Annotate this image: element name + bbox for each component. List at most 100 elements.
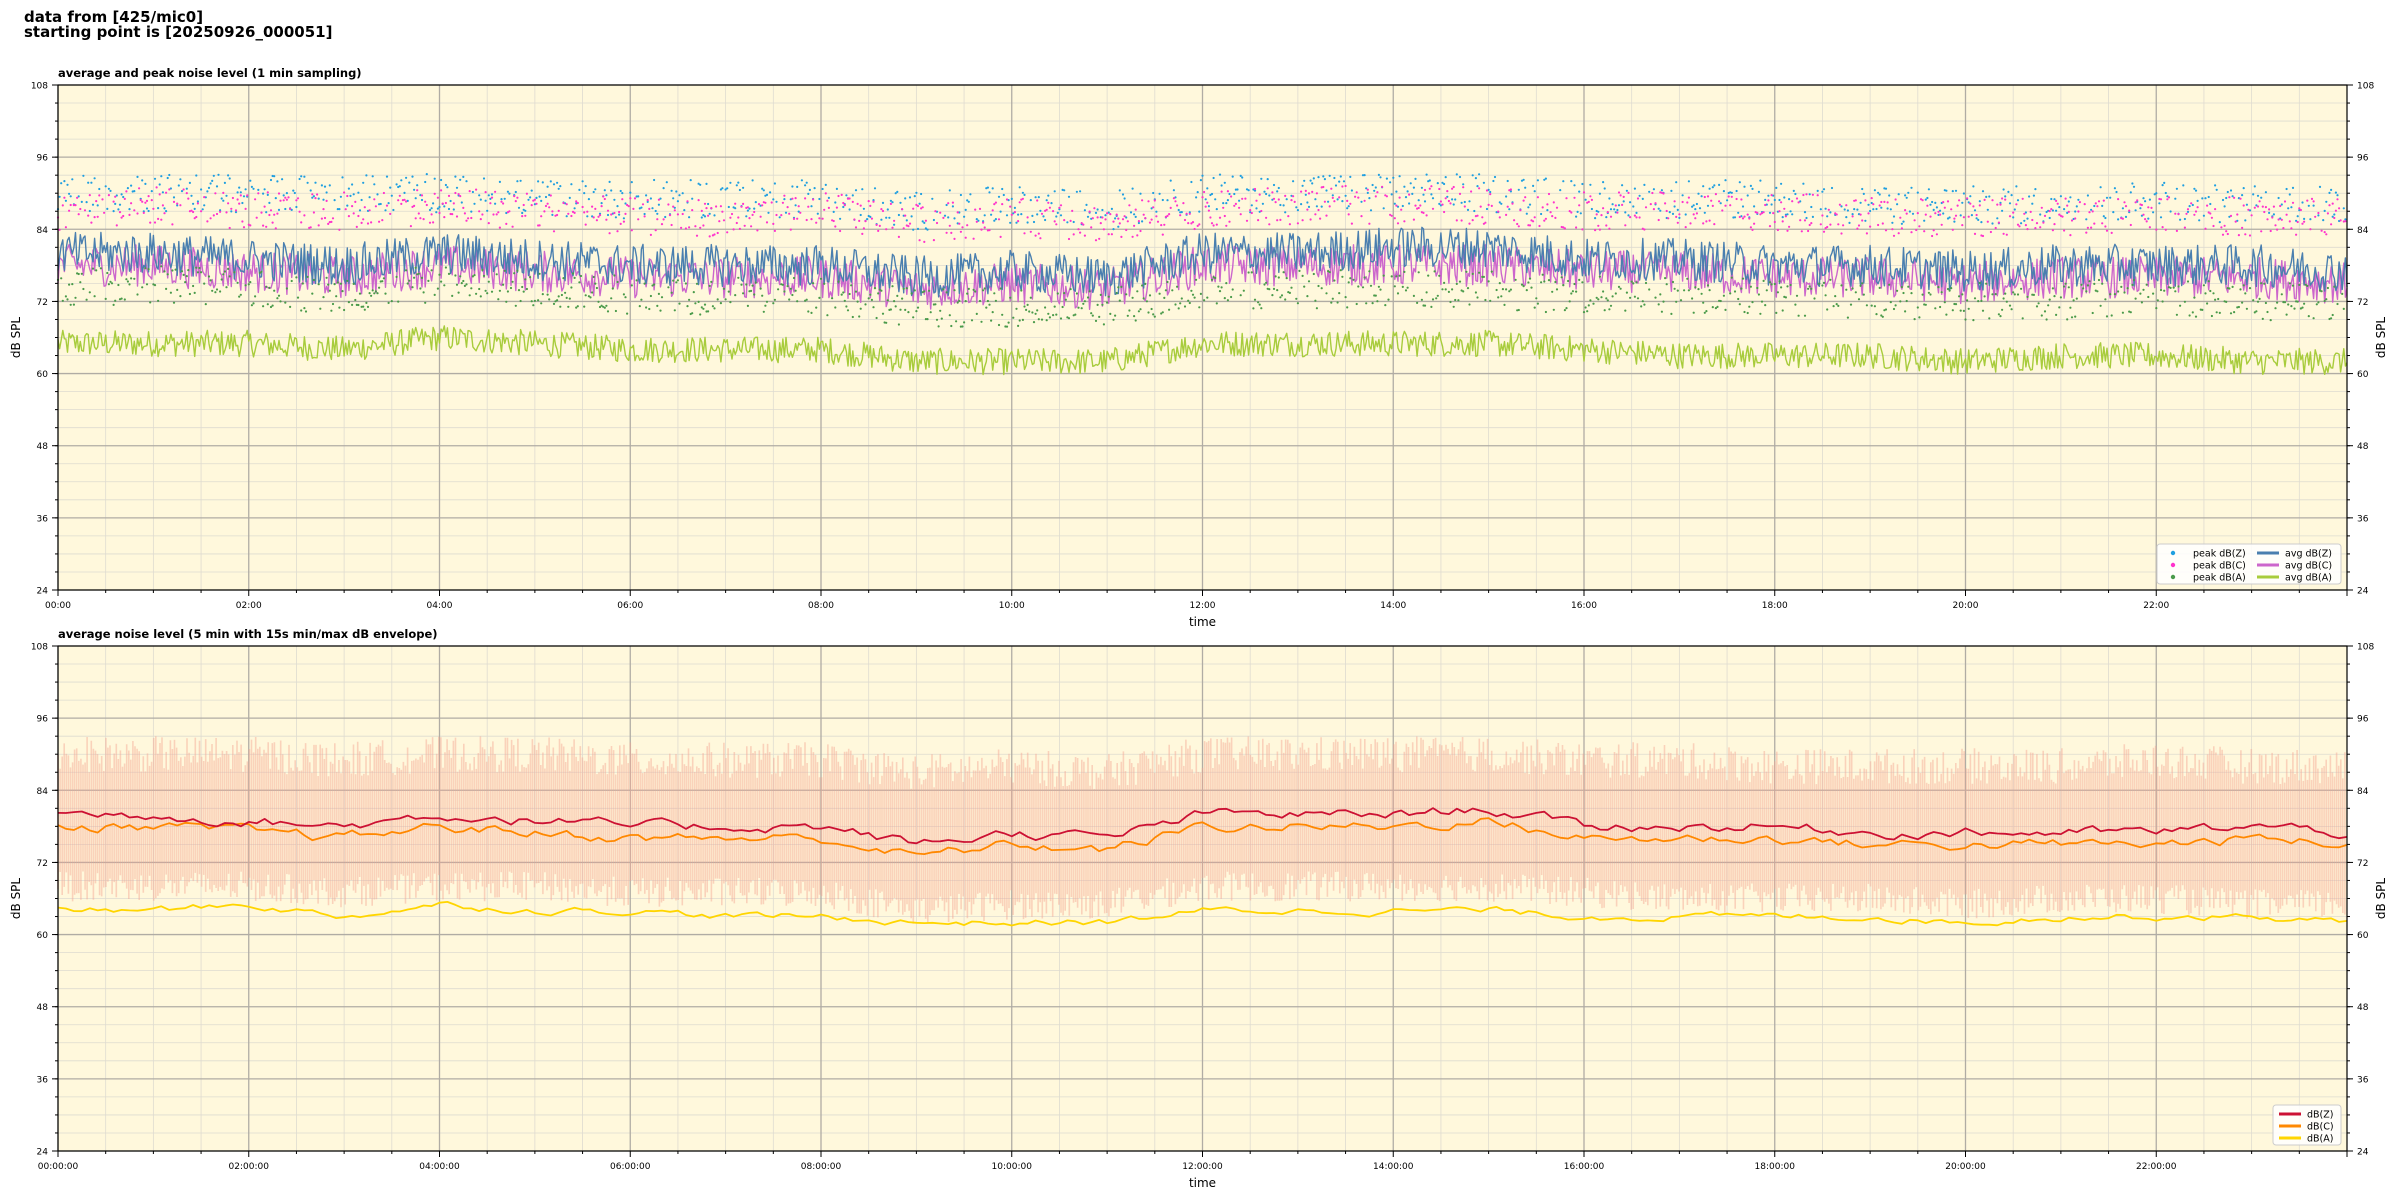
data-point [1274,275,1277,278]
data-point [2040,206,2043,209]
data-point [161,204,164,207]
data-point [1877,191,1880,194]
data-point [1164,215,1167,218]
data-point [1867,203,1870,206]
data-point [330,220,333,223]
data-point [328,184,331,187]
data-point [972,237,975,240]
data-point [521,285,524,289]
data-point [1740,287,1743,290]
data-point [1638,194,1641,197]
data-point [1230,295,1233,299]
data-point [2182,184,2185,187]
data-point [2088,211,2091,214]
data-point [1093,207,1096,210]
data-point [1489,190,1492,194]
data-point [1597,224,1600,227]
data-point [234,209,238,212]
data-point [1307,205,1311,208]
data-point [2223,205,2226,208]
data-point [1131,187,1134,190]
data-point [1439,200,1442,203]
data-point [1694,286,1697,289]
data-point [1226,190,1229,193]
data-point [1775,186,1778,189]
data-point [2012,216,2015,219]
data-point [1843,208,1846,211]
data-point [1640,305,1643,308]
data-point [2301,222,2304,225]
data-point [1648,190,1651,193]
data-point [889,308,893,311]
data-point [330,309,333,312]
data-point [268,286,271,289]
data-point [1737,211,1740,214]
data-point [1859,201,1862,204]
data-point [1112,220,1115,223]
data-point [1547,279,1551,282]
data-point [994,218,998,221]
data-point [1644,206,1648,209]
data-point [269,305,273,309]
data-point [400,179,403,182]
data-point [413,188,416,191]
data-point [311,196,314,199]
data-point [327,222,330,225]
data-point [1587,304,1590,307]
data-point [2233,311,2236,314]
data-point [691,312,694,315]
data-point [1005,325,1009,328]
data-point [1673,287,1676,290]
data-point [1253,187,1257,191]
data-point [471,275,474,278]
data-point [1900,285,1903,289]
data-point [721,187,724,190]
data-point [2113,187,2116,190]
axis-ticks [52,84,2353,596]
data-point [1311,190,1314,193]
data-point [436,207,439,210]
data-point [897,235,901,238]
data-point [1484,221,1487,224]
data-point [993,203,996,206]
data-point [1203,299,1206,302]
data-point [688,216,691,219]
data-point [2031,202,2034,205]
data-point [818,296,821,299]
data-point [2201,197,2204,200]
data-point [750,225,753,228]
data-point [616,280,619,284]
data-point [743,224,746,227]
data-point [1877,223,1880,227]
data-point [1069,219,1072,222]
data-point [1540,281,1543,284]
data-point [211,289,214,292]
data-point [1417,206,1420,210]
data-point [1409,182,1412,185]
data-point [1632,282,1635,285]
data-point [475,188,478,191]
data-point [1249,209,1252,212]
data-point [1807,287,1810,290]
data-point [196,271,199,274]
data-point [676,213,680,216]
data-point [447,194,451,197]
data-point [1862,293,1865,296]
data-point [1363,199,1366,202]
data-point [2026,228,2029,231]
data-point [2290,227,2293,230]
data-point [274,197,277,200]
data-point [1589,195,1592,198]
data-point [891,226,894,229]
data-point [2047,304,2050,307]
data-point [1953,302,1956,306]
data-point [1005,214,1009,217]
data-point [1808,223,1811,227]
data-point [2261,205,2264,208]
data-point [915,191,918,194]
data-point [2330,188,2333,191]
data-point [659,309,662,312]
data-point [503,269,506,272]
data-point [128,213,131,216]
data-point [947,216,950,219]
